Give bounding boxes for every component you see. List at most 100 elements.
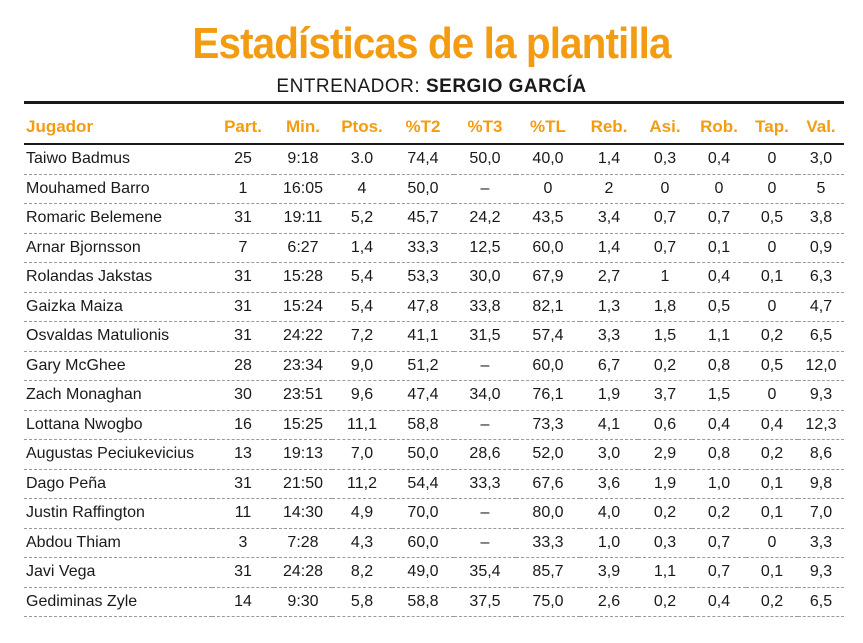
player-name-cell: Osvaldas Matulionis: [24, 321, 212, 352]
stat-cell: 57,4: [516, 321, 580, 352]
column-header: Tap.: [746, 110, 798, 145]
stat-cell: 7,0: [798, 498, 844, 529]
stat-cell: 31: [212, 557, 274, 588]
table-row: Lottana Nwogbo 16 15:25 11,1 58,8–73,3 4,1 0,6…: [24, 410, 844, 440]
player-name-cell: Arnar Bjornsson: [24, 233, 212, 263]
stat-cell: 0,8: [692, 351, 746, 381]
stat-cell: 11: [212, 498, 274, 529]
stat-cell: 47,4: [392, 380, 454, 411]
stat-cell: 0,4: [692, 262, 746, 293]
stat-cell: 67,9: [516, 262, 580, 293]
stat-cell: 33,3: [516, 528, 580, 558]
stat-cell: 37,5: [454, 587, 516, 617]
column-header: Rob.: [692, 110, 746, 145]
stat-cell: 31: [212, 321, 274, 352]
stat-cell: 76,1: [516, 380, 580, 411]
stat-cell: 0,2: [638, 498, 692, 529]
stat-cell: 9,3: [798, 557, 844, 588]
column-header: Ptos.: [332, 110, 392, 145]
stat-cell: 6,5: [798, 321, 844, 352]
stat-cell: 31: [212, 292, 274, 322]
stat-cell: 31: [212, 262, 274, 293]
stat-cell: 0,4: [692, 410, 746, 440]
column-header: Min.: [274, 110, 332, 145]
stat-cell: 1,9: [580, 380, 638, 411]
stat-cell: 0: [746, 144, 798, 175]
stat-cell: 14:30: [274, 498, 332, 529]
player-name-cell: Gaizka Maiza: [24, 292, 212, 322]
stat-cell: 67,6: [516, 469, 580, 499]
table-row: Javi Vega 31 24:28 8,2 49,0 35,4 85,7 3,9 1,1 0,7…: [24, 557, 844, 588]
table-row: Justin Raffington 11 14:30 4,9 70,0–80,0 4,0 0…: [24, 498, 844, 529]
stat-cell: 31: [212, 469, 274, 499]
stat-cell: 4,3: [332, 528, 392, 558]
stat-cell: 0: [746, 528, 798, 558]
player-name-cell: Justin Raffington: [24, 498, 212, 529]
table-row: Gediminas Zyle 14 9:30 5,8 58,8 37,5 75,0 2,6 0,…: [24, 587, 844, 617]
table-row: Abdou Thiam 3 7:28 4,3 60,0–33,3 1,0 0,3 0,7 0 3,…: [24, 528, 844, 558]
stat-cell: 1: [212, 174, 274, 204]
player-name-cell: Zach Monaghan: [24, 380, 212, 411]
stat-cell: 45,7: [392, 203, 454, 234]
stat-cell: 40,0: [516, 144, 580, 175]
table-row: Dago Peña 31 21:50 11,2 54,4 33,3 67,6 3,6 1,9 1,…: [24, 469, 844, 499]
stat-cell: 1,4: [332, 233, 392, 263]
stat-cell: 7:28: [274, 528, 332, 558]
stat-cell: 24:22: [274, 321, 332, 352]
stat-cell: 3,4: [580, 203, 638, 234]
stat-cell: 12,0: [798, 351, 844, 381]
stat-cell: –: [454, 174, 516, 204]
stat-cell: 16:05: [274, 174, 332, 204]
stat-cell: 2,9: [638, 439, 692, 470]
stat-cell: 16: [212, 410, 274, 440]
column-header: Part.: [212, 110, 274, 145]
stat-cell: 1,1: [692, 321, 746, 352]
stat-cell: 5: [798, 174, 844, 204]
table-row: Zach Monaghan 30 23:51 9,6 47,4 34,0 76,1 1,9 3,…: [24, 380, 844, 411]
stat-cell: 5,4: [332, 292, 392, 322]
stat-cell: 3: [212, 528, 274, 558]
stat-cell: 9,8: [798, 469, 844, 499]
stat-cell: 53,3: [392, 262, 454, 293]
stat-cell: 4,9: [332, 498, 392, 529]
stat-cell: 9:30: [274, 587, 332, 617]
column-header: Val.: [798, 110, 844, 145]
stat-cell: 1,4: [580, 144, 638, 175]
stat-cell: 54,4: [392, 469, 454, 499]
player-name-cell: Romaric Belemene: [24, 203, 212, 234]
stat-cell: 33,8: [454, 292, 516, 322]
stat-cell: 1,5: [692, 380, 746, 411]
stat-cell: 0,3: [638, 144, 692, 175]
column-header: Asi.: [638, 110, 692, 145]
stat-cell: 33,3: [454, 469, 516, 499]
stat-cell: 31: [212, 203, 274, 234]
player-name-cell: Dago Peña: [24, 469, 212, 499]
stat-cell: 0,4: [692, 144, 746, 175]
stat-cell: 0,2: [746, 321, 798, 352]
stat-cell: 2,7: [580, 262, 638, 293]
stat-cell: 3.0: [332, 144, 392, 175]
coach-line: ENTRENADOR: SERGIO GARCÍA: [0, 75, 863, 99]
stat-cell: 23:34: [274, 351, 332, 381]
stat-cell: 3,7: [638, 380, 692, 411]
stat-cell: 3,3: [580, 321, 638, 352]
table-row: Mouhamed Barro 1 16:05 4 50,0–0 2 0 0 0 5: [24, 174, 844, 204]
stat-cell: –: [454, 410, 516, 440]
stat-cell: 21:50: [274, 469, 332, 499]
stat-cell: 0,7: [638, 233, 692, 263]
stat-cell: 4,0: [580, 498, 638, 529]
column-header: %TL: [516, 110, 580, 145]
stat-cell: 50,0: [392, 174, 454, 204]
stat-cell: 34,0: [454, 380, 516, 411]
stat-cell: 58,8: [392, 410, 454, 440]
stat-cell: 0,2: [638, 587, 692, 617]
player-name-cell: Gediminas Zyle: [24, 587, 212, 617]
stat-cell: 8,2: [332, 557, 392, 588]
column-header: %T2: [392, 110, 454, 145]
stat-cell: 9,0: [332, 351, 392, 381]
stat-cell: 1,9: [638, 469, 692, 499]
stat-cell: 4: [332, 174, 392, 204]
stat-cell: 0,4: [746, 410, 798, 440]
stat-cell: 0,1: [746, 469, 798, 499]
stat-cell: 1,4: [580, 233, 638, 263]
